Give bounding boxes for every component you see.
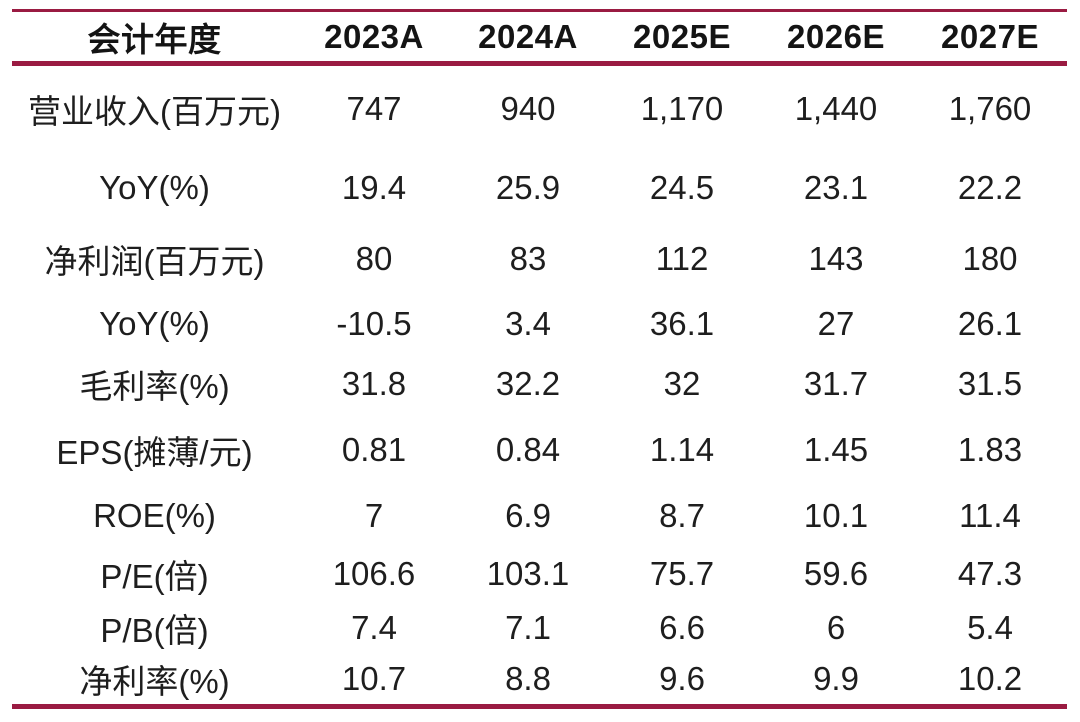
table-row-pb: P/B(倍) 7.4 7.1 6.6 6 5.4 — [12, 601, 1067, 655]
table-cell: 1,440 — [794, 89, 878, 127]
table-cell: 47.3 — [957, 554, 1023, 592]
table-cell: 8.7 — [659, 496, 705, 534]
table-row-net-margin: 净利率(%) 10.7 8.8 9.6 9.9 10.2 — [12, 655, 1067, 707]
table-cell: 0.81 — [341, 430, 407, 468]
table-cell: 3.4 — [505, 304, 551, 342]
table-cell: 103.1 — [486, 554, 570, 592]
table-cell: 747 — [346, 89, 402, 127]
table-cell: 19.4 — [341, 168, 407, 206]
table-cell: 31.8 — [341, 365, 407, 402]
column-header-2027e: 2027E — [941, 17, 1039, 55]
table-cell: 24.5 — [649, 168, 715, 206]
table-cell: 31.7 — [803, 365, 869, 402]
table-cell: 1.83 — [957, 430, 1023, 468]
table-cell: 10.7 — [341, 660, 407, 698]
table-cell: 7.1 — [505, 608, 551, 646]
table-row-gross-margin: 毛利率(%) 31.8 32.2 32 31.7 31.5 — [12, 354, 1067, 415]
row-label: 净利润(百万元) — [44, 242, 265, 280]
table-cell: -10.5 — [336, 304, 412, 342]
table-cell: 1.45 — [803, 430, 869, 468]
table-cell: 1,760 — [948, 89, 1032, 127]
table-row-net-profit-yoy: YoY(%) -10.5 3.4 36.1 27 26.1 — [12, 294, 1067, 354]
table-cell: 8.8 — [505, 660, 551, 698]
table-cell: 9.9 — [813, 660, 859, 698]
row-label: ROE(%) — [93, 496, 216, 534]
table-cell: 1.14 — [649, 430, 715, 468]
table-cell: 26.1 — [957, 304, 1023, 342]
table-cell: 10.2 — [957, 660, 1023, 698]
column-header-2026e: 2026E — [787, 17, 885, 55]
table-cell: 143 — [808, 239, 864, 277]
table-cell: 25.9 — [495, 168, 561, 206]
table-cell: 112 — [655, 239, 709, 277]
table-cell: 27 — [817, 304, 855, 342]
row-label: P/B(倍) — [100, 611, 209, 649]
table-row-net-profit: 净利润(百万元) 80 83 112 143 180 — [12, 224, 1067, 294]
table-cell: 106.6 — [332, 554, 416, 592]
table-cell: 22.2 — [957, 168, 1023, 206]
column-header-fiscal-year: 会计年度 — [87, 20, 222, 58]
table-cell: 9.6 — [659, 660, 705, 698]
table-cell: 6 — [826, 608, 846, 646]
column-header-2024a: 2024A — [478, 17, 578, 55]
table-cell: 75.7 — [649, 554, 715, 592]
table-row-eps: EPS(摊薄/元) 0.81 0.84 1.14 1.45 1.83 — [12, 415, 1067, 485]
table-cell: 83 — [509, 239, 547, 277]
table-cell: 36.1 — [649, 304, 715, 342]
table-cell: 11.4 — [959, 496, 1021, 534]
table-header-row: 会计年度 2023A 2024A 2025E 2026E 2027E — [12, 11, 1067, 64]
table-cell: 6.9 — [505, 496, 551, 534]
row-label: 毛利率(%) — [79, 368, 230, 405]
table-row-revenue-yoy: YoY(%) 19.4 25.9 24.5 23.1 22.2 — [12, 152, 1067, 224]
financial-forecast-table: 会计年度 2023A 2024A 2025E 2026E 2027E 营业收入(… — [12, 9, 1067, 709]
table-cell: 7 — [364, 496, 384, 534]
table-row-revenue: 营业收入(百万元) 747 940 1,170 1,440 1,760 — [12, 64, 1067, 152]
row-label: 净利率(%) — [79, 663, 230, 701]
table-row-pe: P/E(倍) 106.6 103.1 75.7 59.6 47.3 — [12, 547, 1067, 601]
row-label: 营业收入(百万元) — [28, 92, 281, 130]
row-label: EPS(摊薄/元) — [56, 433, 253, 471]
table-cell: 1,170 — [640, 89, 724, 127]
table-cell: 0.84 — [495, 430, 561, 468]
table-cell: 5.4 — [967, 608, 1013, 646]
row-label: YoY(%) — [99, 168, 210, 206]
column-header-2023a: 2023A — [324, 17, 424, 55]
table-cell: 80 — [355, 239, 393, 277]
table-cell: 7.4 — [351, 608, 397, 646]
table-cell: 31.5 — [957, 365, 1023, 402]
table-cell: 32.2 — [495, 365, 561, 402]
table-row-roe: ROE(%) 7 6.9 8.7 10.1 11.4 — [12, 485, 1067, 547]
column-header-2025e: 2025E — [633, 17, 731, 55]
table-cell: 180 — [962, 239, 1018, 277]
table-cell: 32 — [663, 365, 701, 402]
table-cell: 23.1 — [803, 168, 869, 206]
table-cell: 940 — [500, 89, 556, 127]
table-cell: 6.6 — [659, 608, 705, 646]
row-label: P/E(倍) — [100, 557, 209, 595]
table-cell: 59.6 — [803, 554, 869, 592]
table-cell: 10.1 — [803, 496, 869, 534]
row-label: YoY(%) — [99, 304, 210, 342]
